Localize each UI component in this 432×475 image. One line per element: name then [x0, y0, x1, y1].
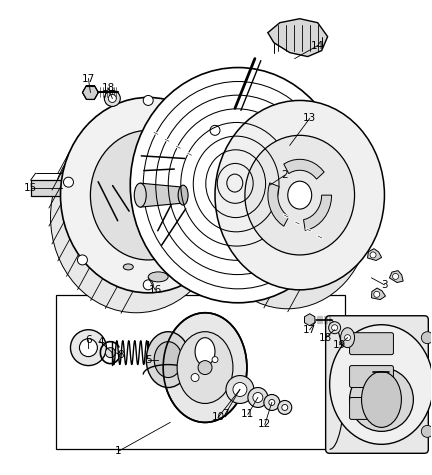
- Ellipse shape: [60, 97, 236, 293]
- Ellipse shape: [148, 272, 168, 282]
- Circle shape: [349, 368, 413, 431]
- Circle shape: [421, 332, 432, 343]
- Circle shape: [248, 388, 268, 408]
- FancyBboxPatch shape: [326, 316, 428, 453]
- Circle shape: [278, 400, 292, 414]
- Ellipse shape: [177, 332, 233, 403]
- FancyBboxPatch shape: [349, 332, 394, 355]
- Text: 1: 1: [115, 446, 122, 456]
- Polygon shape: [368, 249, 381, 260]
- Circle shape: [332, 325, 337, 331]
- Text: 5: 5: [145, 355, 152, 365]
- Text: 15: 15: [24, 183, 37, 193]
- FancyBboxPatch shape: [349, 366, 394, 388]
- Circle shape: [143, 280, 153, 290]
- Circle shape: [226, 376, 254, 403]
- Polygon shape: [140, 183, 183, 207]
- Text: 18: 18: [102, 84, 115, 94]
- Text: 2: 2: [282, 170, 288, 180]
- Polygon shape: [268, 183, 289, 226]
- Circle shape: [105, 348, 115, 358]
- Circle shape: [70, 330, 106, 366]
- Ellipse shape: [154, 342, 182, 378]
- Text: 4: 4: [97, 337, 104, 347]
- Circle shape: [223, 200, 233, 210]
- Text: 6: 6: [85, 335, 92, 345]
- Ellipse shape: [206, 125, 369, 309]
- Text: 7: 7: [222, 409, 228, 419]
- Circle shape: [233, 382, 247, 397]
- Ellipse shape: [215, 100, 384, 290]
- Circle shape: [393, 274, 399, 279]
- Ellipse shape: [51, 122, 222, 313]
- Text: 10: 10: [211, 412, 225, 422]
- Circle shape: [329, 322, 340, 334]
- Polygon shape: [31, 180, 92, 196]
- Text: 18: 18: [319, 332, 332, 342]
- Polygon shape: [268, 19, 327, 57]
- Text: 3: 3: [381, 280, 388, 290]
- Circle shape: [64, 177, 73, 187]
- Circle shape: [77, 255, 87, 265]
- Ellipse shape: [178, 185, 188, 205]
- Circle shape: [210, 125, 220, 135]
- Text: 19: 19: [333, 340, 346, 350]
- Circle shape: [269, 399, 275, 406]
- Circle shape: [374, 291, 380, 297]
- Circle shape: [253, 392, 263, 402]
- Circle shape: [191, 373, 199, 381]
- Circle shape: [143, 95, 153, 105]
- Polygon shape: [284, 159, 324, 179]
- Polygon shape: [304, 195, 332, 230]
- Ellipse shape: [245, 135, 355, 255]
- Text: 12: 12: [258, 419, 271, 429]
- Ellipse shape: [288, 181, 312, 209]
- Circle shape: [108, 95, 116, 103]
- Circle shape: [282, 404, 288, 410]
- Text: 8: 8: [117, 350, 124, 360]
- Text: 13: 13: [303, 114, 316, 124]
- Ellipse shape: [163, 313, 247, 422]
- Text: 17: 17: [303, 325, 316, 335]
- Ellipse shape: [362, 371, 401, 428]
- Circle shape: [198, 361, 212, 375]
- Ellipse shape: [134, 183, 146, 207]
- Circle shape: [105, 90, 120, 106]
- Circle shape: [79, 339, 97, 357]
- Ellipse shape: [130, 67, 346, 303]
- Text: 11: 11: [241, 409, 254, 419]
- Polygon shape: [83, 86, 98, 99]
- Ellipse shape: [330, 325, 432, 444]
- Ellipse shape: [123, 264, 133, 270]
- Polygon shape: [56, 295, 345, 449]
- Circle shape: [421, 426, 432, 437]
- Circle shape: [345, 335, 350, 341]
- Text: 16: 16: [149, 285, 162, 295]
- Ellipse shape: [340, 328, 355, 348]
- Circle shape: [370, 252, 376, 258]
- Circle shape: [212, 357, 218, 362]
- Polygon shape: [389, 271, 403, 283]
- Ellipse shape: [195, 338, 215, 366]
- Polygon shape: [305, 314, 315, 326]
- Text: 17: 17: [82, 74, 95, 84]
- Polygon shape: [372, 288, 385, 300]
- Ellipse shape: [90, 130, 206, 260]
- Text: 14: 14: [311, 41, 324, 51]
- Ellipse shape: [146, 332, 190, 388]
- FancyBboxPatch shape: [349, 398, 394, 419]
- Circle shape: [264, 395, 280, 410]
